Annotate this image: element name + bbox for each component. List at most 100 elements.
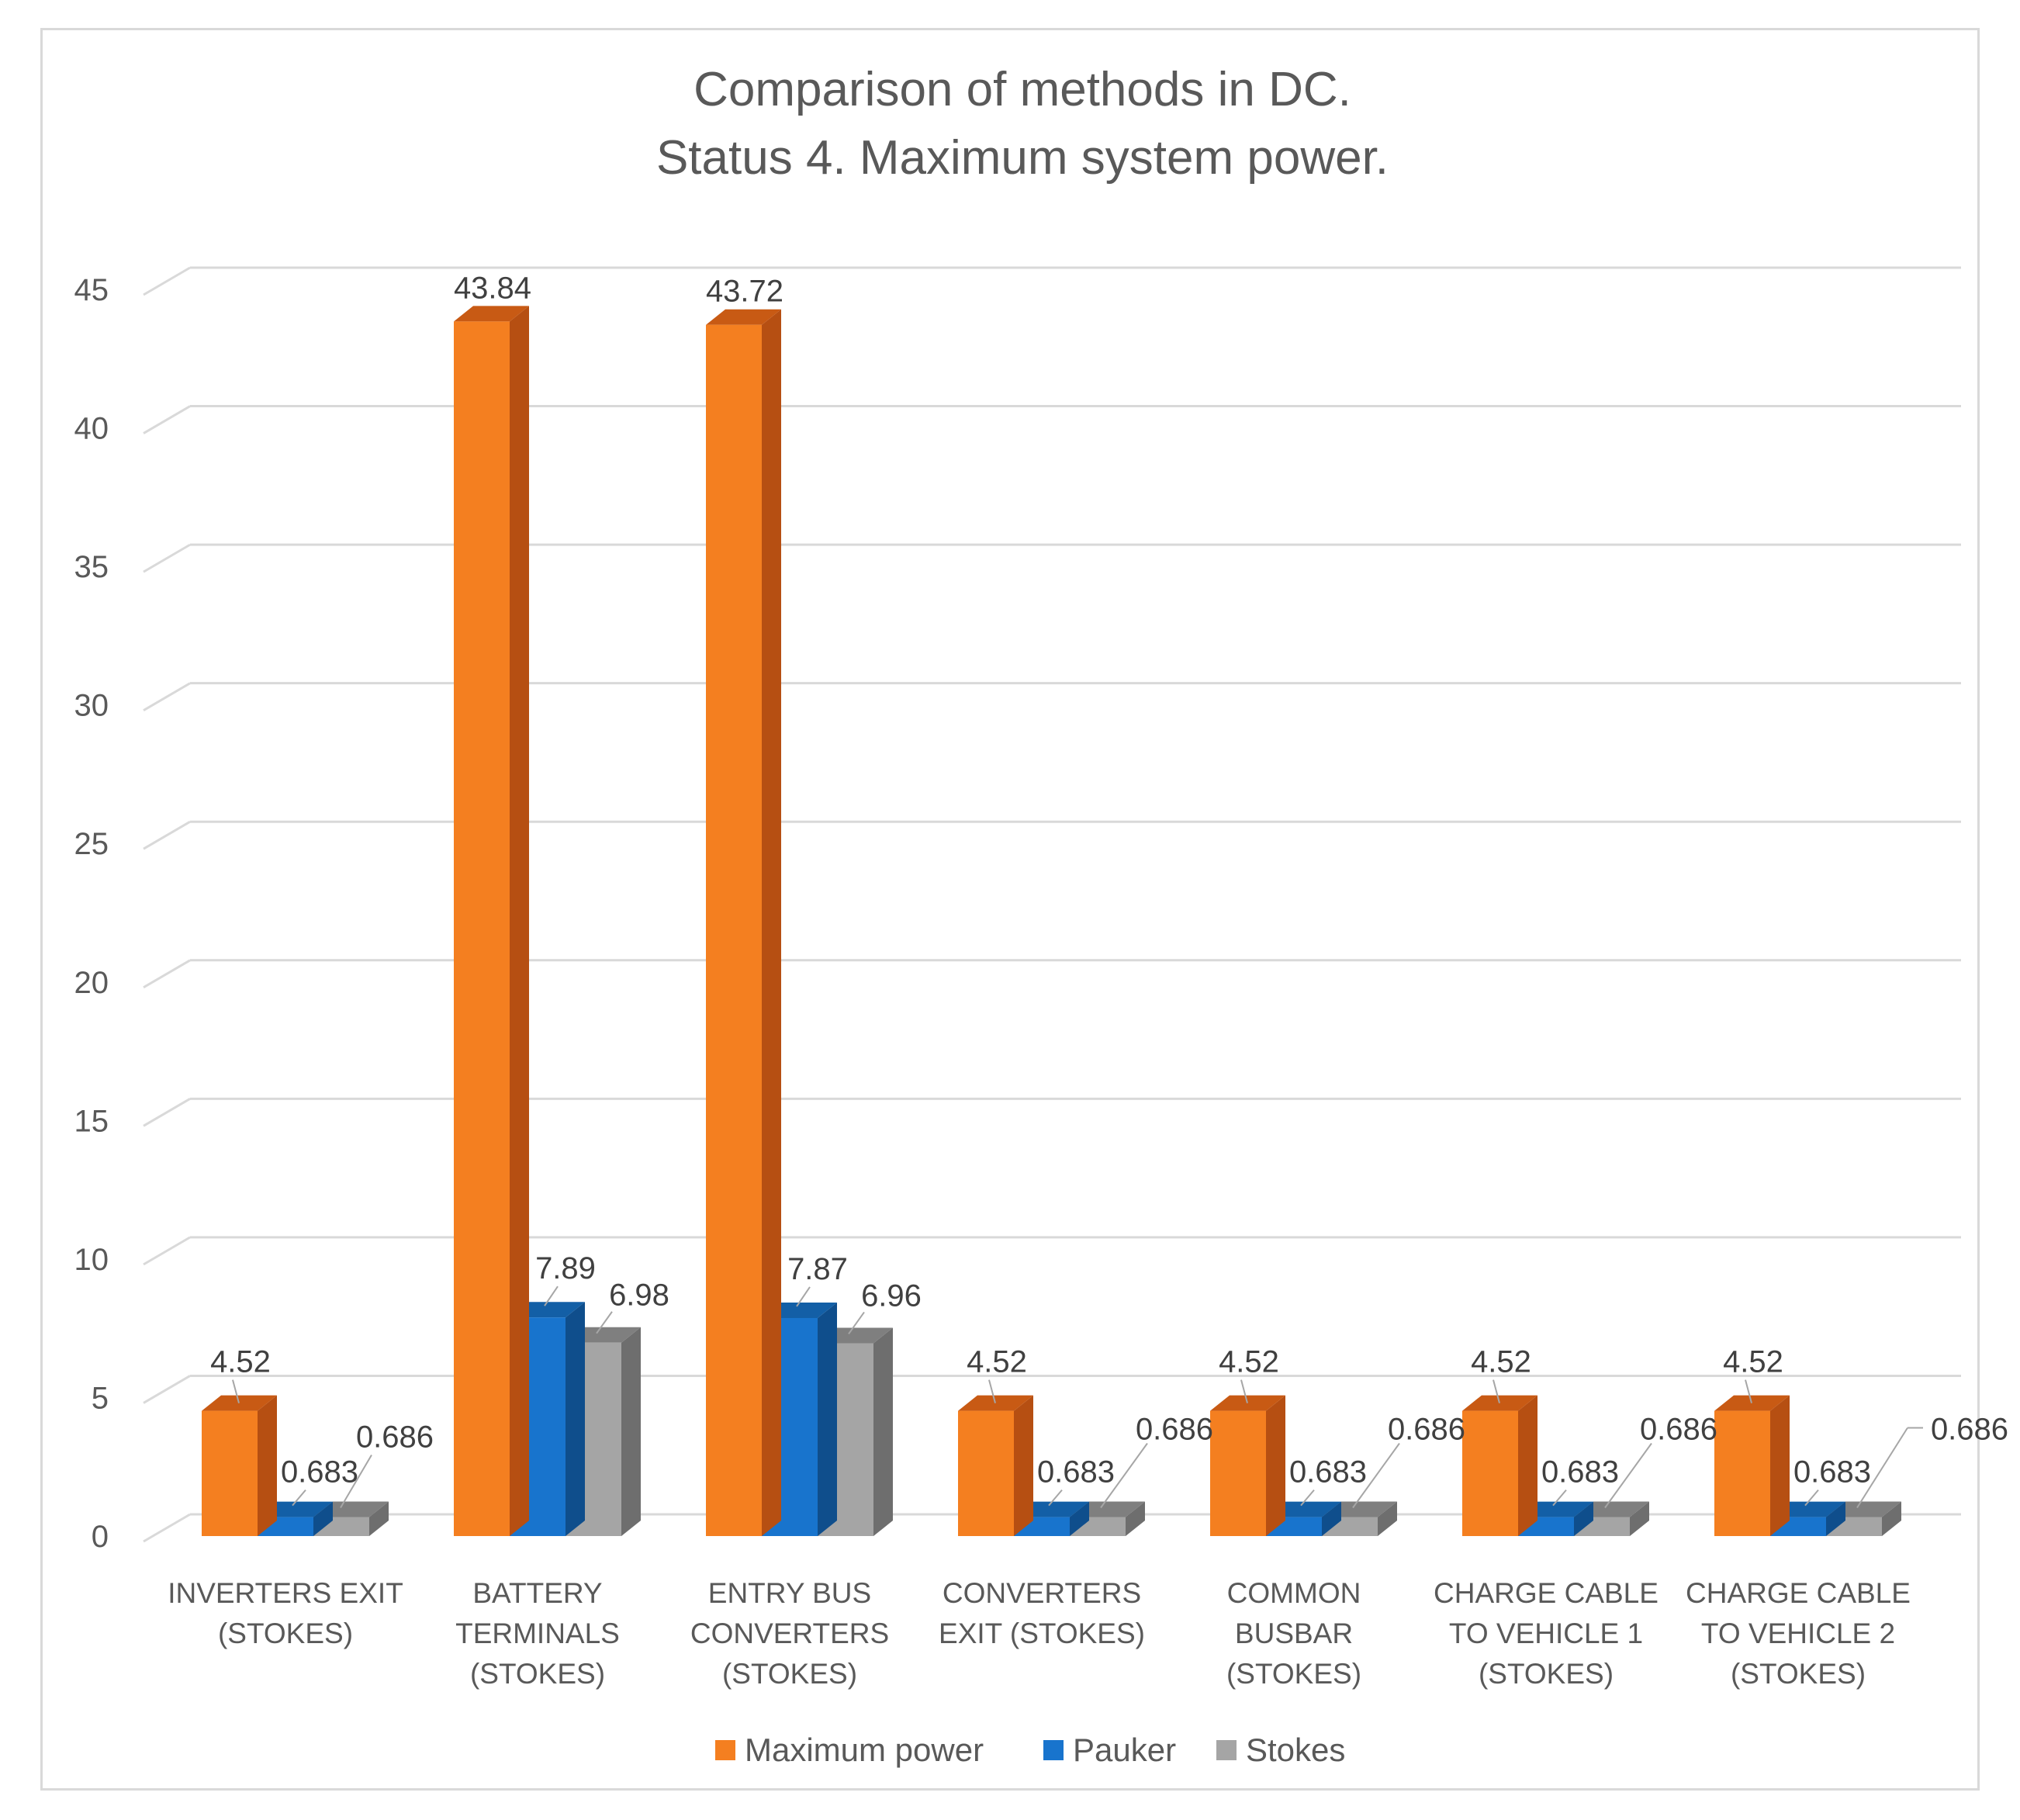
data-label-leader	[596, 1311, 613, 1334]
data-label-leader	[1493, 1379, 1500, 1403]
data-label-leader	[1240, 1379, 1248, 1403]
y-tick-label: 40	[74, 412, 109, 446]
bar-top	[1210, 1395, 1285, 1411]
gridline-diagonal	[143, 1236, 191, 1266]
bar-top	[1462, 1395, 1537, 1411]
data-label: 0.686	[1640, 1413, 1717, 1447]
category-label-line: BATTERY	[472, 1577, 602, 1609]
data-label-leader	[292, 1489, 306, 1507]
bar-top	[706, 309, 781, 325]
bar-side	[621, 1327, 641, 1536]
gridline-diagonal	[143, 820, 191, 850]
data-label: 0.686	[1136, 1413, 1213, 1447]
bar-side	[313, 1501, 333, 1536]
data-label: 0.683	[1541, 1455, 1619, 1490]
data-label: 4.52	[1219, 1345, 1279, 1379]
gridline-diagonal	[143, 405, 191, 434]
bar-front	[1462, 1410, 1518, 1536]
data-label-leader	[988, 1379, 996, 1403]
bar-side	[1266, 1395, 1285, 1536]
data-label-leader	[1552, 1489, 1567, 1507]
legend-swatch	[715, 1740, 735, 1760]
bar-side	[1070, 1501, 1089, 1536]
y-tick-label: 15	[74, 1104, 109, 1138]
data-label-leader	[848, 1311, 865, 1335]
bar-side	[1518, 1395, 1537, 1536]
y-tick-label: 0	[92, 1520, 109, 1554]
bar-top	[202, 1395, 277, 1411]
data-label: 0.686	[1931, 1413, 2008, 1447]
bar-side	[873, 1327, 893, 1536]
bar-front	[1210, 1410, 1266, 1536]
category-label-line: TERMINALS	[455, 1618, 620, 1649]
legend-label: Maximum power	[745, 1732, 984, 1768]
gridline-diagonal	[143, 1513, 191, 1543]
category-label-line: (STOKES)	[1226, 1658, 1361, 1690]
data-label: 6.98	[609, 1278, 669, 1313]
bar-side	[1630, 1501, 1649, 1536]
data-label: 4.52	[967, 1345, 1027, 1379]
category-label-line: (STOKES)	[1479, 1658, 1614, 1690]
data-label: 0.683	[1289, 1455, 1367, 1490]
category-label: ENTRY BUS CONVERTERS (STOKES)	[690, 1577, 889, 1690]
category-label: CONVERTERS EXIT (STOKES)	[939, 1577, 1145, 1649]
bars	[202, 306, 1901, 1537]
category-label: COMMON BUSBAR (STOKES)	[1226, 1577, 1361, 1690]
y-tick-label: 20	[74, 966, 109, 1000]
y-tick-label: 35	[74, 550, 109, 584]
data-label-leader	[1100, 1442, 1148, 1509]
bar-side	[1826, 1501, 1845, 1536]
data-label: 7.89	[535, 1251, 596, 1285]
category-label-line: (STOKES)	[470, 1658, 605, 1690]
gridline-diagonal	[143, 1375, 191, 1404]
bar-side	[1574, 1501, 1593, 1536]
category-label-line: CONVERTERS	[690, 1618, 889, 1649]
data-labels: 4.520.6830.68643.847.896.9843.727.876.96…	[210, 271, 2008, 1509]
data-label: 0.683	[1793, 1455, 1871, 1490]
category-label: CHARGE CABLE TO VEHICLE 2 (STOKES)	[1686, 1577, 1911, 1690]
bar-maximum-power	[1714, 1395, 1790, 1536]
bar-side	[1014, 1395, 1033, 1536]
bar-side	[818, 1302, 837, 1536]
data-label-leader	[1804, 1489, 1819, 1507]
category-label: INVERTERS EXIT (STOKES)	[168, 1577, 403, 1649]
category-label-line: INVERTERS EXIT	[168, 1577, 403, 1609]
legend-item-stokes: Stokes	[1216, 1732, 1345, 1768]
category-label-line: BUSBAR	[1235, 1618, 1353, 1649]
bar-front	[958, 1410, 1014, 1536]
data-label: 4.52	[210, 1345, 271, 1379]
category-label-line: CONVERTERS	[943, 1577, 1141, 1609]
category-label-line: CHARGE CABLE	[1434, 1577, 1659, 1609]
legend: Maximum power Pauker Stokes	[715, 1732, 1345, 1768]
bar-top	[454, 306, 529, 322]
legend-item-pauker: Pauker	[1043, 1732, 1176, 1768]
data-label: 6.96	[861, 1278, 922, 1313]
legend-swatch	[1216, 1740, 1237, 1760]
y-axis: 0 5 10 15 20 25 30 35 40 45	[74, 273, 109, 1554]
data-label: 0.683	[1037, 1455, 1115, 1490]
data-label: 43.84	[454, 271, 531, 305]
bar-front	[1714, 1410, 1770, 1536]
legend-label: Stokes	[1246, 1732, 1345, 1768]
bar-front	[454, 321, 510, 1536]
data-label-leader	[340, 1454, 372, 1509]
data-label-leader	[544, 1285, 559, 1306]
category-label-line: TO VEHICLE 2	[1701, 1618, 1895, 1649]
category-label-line: (STOKES)	[218, 1618, 353, 1649]
category-label: CHARGE CABLE TO VEHICLE 1 (STOKES)	[1434, 1577, 1659, 1690]
data-label-leader	[1604, 1442, 1652, 1509]
data-label-leader	[1352, 1442, 1400, 1509]
bar-side	[566, 1302, 585, 1536]
bar-maximum-power	[202, 1395, 277, 1536]
bar-side	[1378, 1501, 1397, 1536]
bar-top	[1714, 1395, 1790, 1411]
y-tick-label: 10	[74, 1243, 109, 1277]
y-tick-label: 30	[74, 689, 109, 723]
x-axis-categories: INVERTERS EXIT (STOKES) BATTERY TERMINALS (S…	[168, 1577, 1911, 1690]
legend-swatch	[1043, 1740, 1064, 1760]
bar-front	[706, 324, 762, 1537]
gridline-diagonal	[143, 543, 191, 573]
bar-front	[202, 1410, 258, 1536]
gridline-diagonal	[143, 682, 191, 711]
y-tick-label: 5	[92, 1381, 109, 1415]
